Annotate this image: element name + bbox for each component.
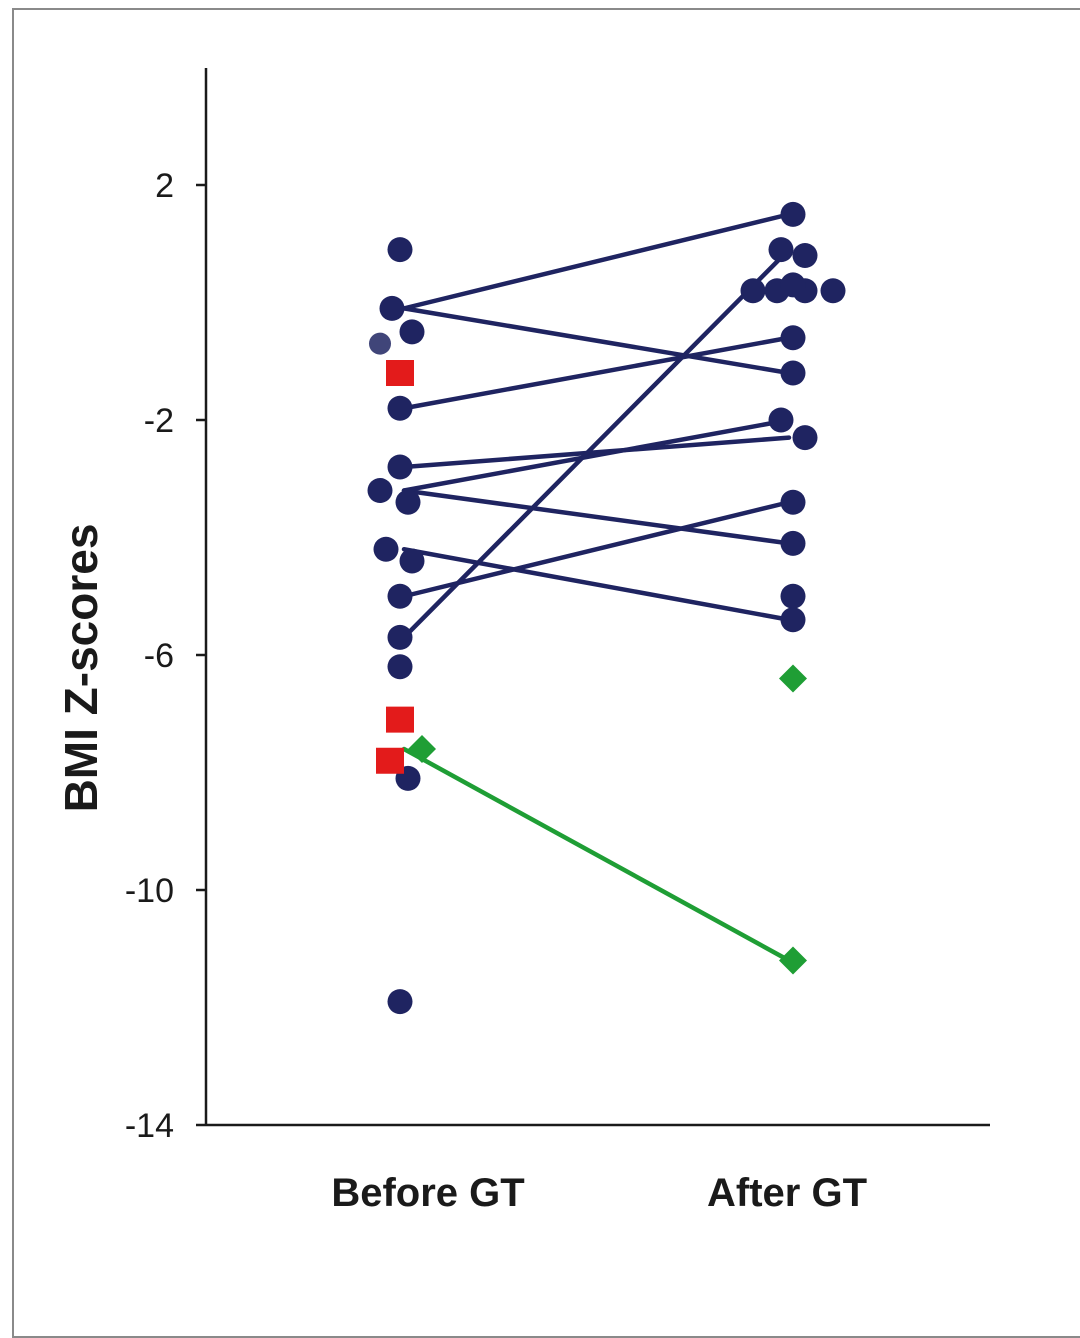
data-point-square bbox=[386, 706, 414, 733]
data-point-circle bbox=[387, 989, 413, 1015]
data-point-circle bbox=[387, 454, 413, 480]
data-point-circle bbox=[399, 319, 425, 345]
data-point-circle bbox=[792, 243, 818, 268]
data-point-circle bbox=[780, 201, 806, 227]
pair-line bbox=[401, 547, 792, 622]
data-point-circle bbox=[780, 530, 806, 556]
data-point-circle bbox=[387, 237, 413, 263]
y-tick-label: -10 bbox=[125, 872, 174, 910]
data-point-circle bbox=[387, 654, 413, 680]
data-point-circle bbox=[780, 360, 806, 386]
pair-line bbox=[401, 212, 792, 311]
data-point-circle bbox=[379, 295, 405, 321]
y-ticks: 2 -2 -6 -10 -14 bbox=[125, 167, 206, 1145]
data-point-circle bbox=[768, 407, 794, 433]
data-point-circle bbox=[373, 536, 399, 562]
data-point-diamond bbox=[779, 946, 807, 975]
pair-line bbox=[401, 500, 792, 599]
y-tick-label: -14 bbox=[125, 1107, 174, 1145]
y-tick-label: -6 bbox=[144, 637, 174, 675]
pair-line bbox=[401, 488, 792, 546]
data-point-circle bbox=[740, 278, 766, 304]
y-tick-label: -2 bbox=[144, 402, 174, 440]
data-points bbox=[367, 201, 846, 1015]
data-point-circle bbox=[780, 272, 806, 298]
data-point-circle bbox=[780, 325, 806, 351]
y-tick-label: 2 bbox=[155, 167, 174, 205]
data-point-circle bbox=[792, 425, 818, 451]
data-point-circle bbox=[768, 237, 794, 263]
data-point-circle bbox=[387, 583, 413, 609]
pair-lines bbox=[401, 212, 792, 963]
category-label-after: After GT bbox=[707, 1171, 867, 1215]
data-point-circle bbox=[399, 548, 425, 574]
data-point-circle bbox=[367, 478, 393, 503]
pair-line bbox=[401, 417, 792, 493]
data-point-square bbox=[376, 747, 404, 774]
data-point-circle bbox=[820, 278, 846, 304]
data-point-circle bbox=[780, 607, 806, 633]
data-point-circle bbox=[369, 332, 391, 355]
data-point-diamond bbox=[408, 735, 436, 763]
data-point-circle bbox=[387, 395, 413, 421]
data-point-circle bbox=[387, 624, 413, 650]
pair-line bbox=[401, 306, 792, 376]
y-axis-title: BMI Z-scores bbox=[55, 524, 107, 813]
pair-line bbox=[401, 247, 792, 640]
category-label-before: Before GT bbox=[331, 1171, 524, 1215]
pair-line bbox=[401, 746, 792, 963]
pair-line bbox=[401, 335, 792, 411]
data-point-square bbox=[386, 360, 414, 386]
data-point-circle bbox=[780, 583, 806, 609]
data-point-circle bbox=[780, 489, 806, 515]
pair-line bbox=[401, 435, 792, 470]
data-point-diamond bbox=[779, 664, 807, 693]
data-point-circle bbox=[395, 489, 421, 515]
